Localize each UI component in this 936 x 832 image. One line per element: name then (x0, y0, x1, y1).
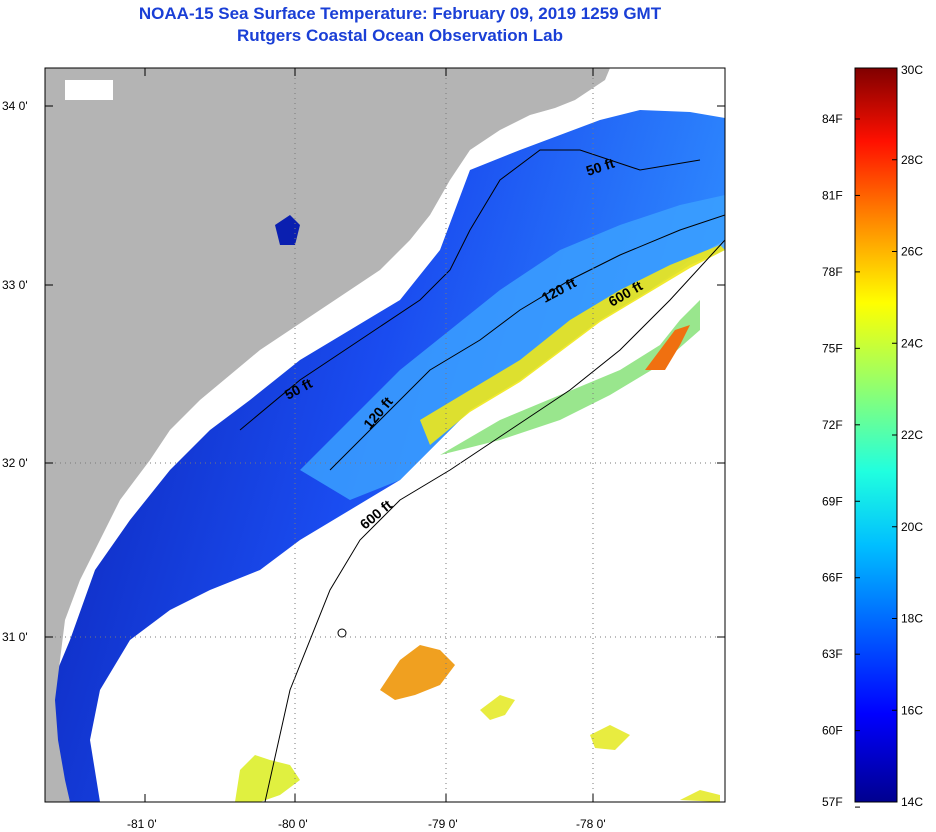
inland-lake (275, 215, 300, 245)
warm-patch-6 (680, 790, 720, 802)
map-subtitle: Rutgers Coastal Ocean Observation Lab (237, 26, 563, 45)
colorbar-fahrenheit-label: 72F (822, 418, 843, 432)
colorbar-ticks (855, 67, 897, 808)
colorbar-labels: 30C 28C 26C 24C 22C 20C 18C 16C 14C 84F 81F 78F 75F 7… (822, 63, 923, 809)
colorbar-fahrenheit-label: 63F (822, 647, 843, 661)
colorbar-fahrenheit-label: 81F (822, 188, 843, 202)
warm-patch-4 (480, 695, 515, 720)
contour-120ft (329, 214, 725, 471)
lat-label-33: 33 0' (2, 278, 28, 292)
contour-circle (337, 628, 347, 638)
map-title: NOAA-15 Sea Surface Temperature: Februar… (138, 4, 662, 23)
lon-label-80: -80 0' (278, 817, 308, 831)
lon-label-81: -81 0' (127, 817, 157, 831)
warm-patch-2 (645, 325, 690, 370)
colorbar-fahrenheit-label: 78F (822, 265, 843, 279)
lat-label-34: 34 0' (2, 99, 28, 113)
land-area (45, 68, 610, 802)
contour-50ft (239, 149, 701, 431)
cloud-patch (65, 80, 113, 100)
ocean-shelf-zone (300, 195, 725, 500)
contour-600ft (264, 239, 725, 802)
colorbar-celsius-label: 14C (901, 795, 923, 809)
lon-ticks (144, 68, 594, 802)
colorbar-celsius-label: 28C (901, 153, 923, 167)
map-grid (45, 68, 725, 802)
colorbar-celsius-label: 30C (901, 63, 923, 77)
colorbar-fahrenheit-label: 69F (822, 494, 843, 508)
colorbar-celsius-label: 18C (901, 612, 923, 626)
colorbar-celsius-label: 26C (901, 245, 923, 259)
lon-label-79: -79 0' (428, 817, 458, 831)
colorbar-celsius-label: 16C (901, 703, 923, 717)
colorbar-fahrenheit-label: 57F (822, 795, 843, 809)
map-frame (44, 67, 726, 803)
colorbar-fahrenheit-label: 75F (822, 341, 843, 355)
colorbar (854, 67, 898, 803)
colorbar-celsius-label: 20C (901, 520, 923, 534)
colorbar-fahrenheit-label: 60F (822, 724, 843, 738)
lat-label-31: 31 0' (2, 630, 28, 644)
lon-label-78: -78 0' (576, 817, 606, 831)
colorbar-celsius-label: 24C (901, 336, 923, 350)
colorbar-celsius-label: 22C (901, 428, 923, 442)
warm-patch-5 (590, 725, 630, 750)
lat-ticks (45, 105, 725, 638)
colorbar-fahrenheit-label: 84F (822, 112, 843, 126)
lat-label-32: 32 0' (2, 456, 28, 470)
warm-patch-1 (380, 645, 455, 700)
warm-patch-3 (235, 755, 300, 802)
ocean-warm-band (420, 245, 725, 445)
colorbar-fahrenheit-label: 66F (822, 571, 843, 585)
